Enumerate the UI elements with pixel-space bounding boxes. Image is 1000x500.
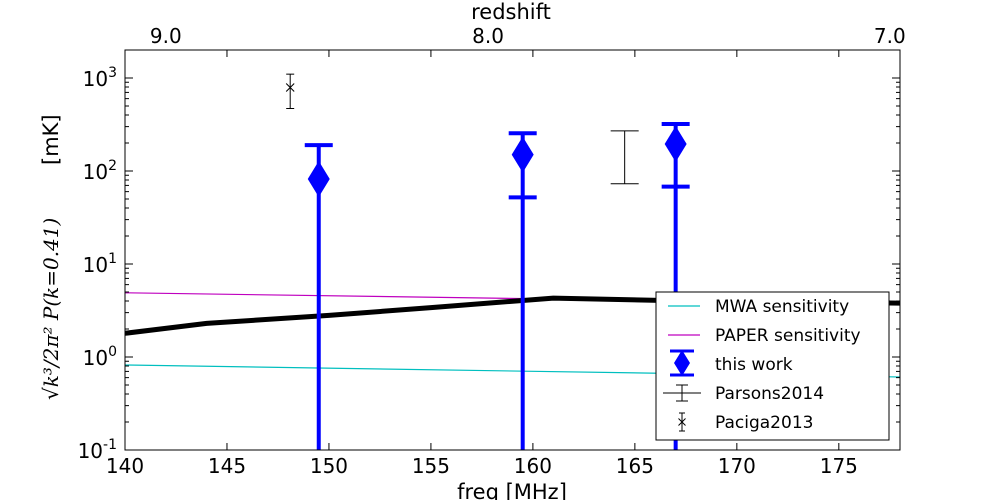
plot-data [125, 73, 900, 450]
y-tick-exponent: -1 [103, 437, 117, 453]
y-axis-label-math: √k³/2π² P(k=0.41) [39, 218, 63, 400]
paciga2013-point [285, 73, 295, 109]
x-tick-label: 150 [310, 454, 348, 478]
top-tick-label: 9.0 [150, 24, 182, 48]
x-tick-label: 160 [514, 454, 552, 478]
x-axis-label: freq [MHz] [457, 480, 567, 500]
this-work-marker [664, 126, 687, 163]
top-axis-label: redshift [471, 0, 551, 24]
y-tick-exponent: 3 [108, 65, 117, 81]
y-tick-label: 102 [83, 158, 117, 184]
x-tick-label: 170 [718, 454, 756, 478]
y-tick-label: 100 [83, 344, 117, 370]
top-tick-label: 8.0 [472, 24, 504, 48]
paciga2013-marker-b [285, 83, 295, 92]
x-tick-label: 165 [616, 454, 654, 478]
x-tick-label: 175 [820, 454, 858, 478]
this-work-point-2 [508, 131, 537, 450]
legend-paciga-label: Paciga2013 [715, 413, 813, 433]
y-tick-exponent: 2 [108, 158, 117, 174]
this-work-marker [511, 136, 534, 173]
y-tick-base: 10 [83, 346, 108, 370]
legend-box [655, 291, 890, 441]
legend-this-work-label: this work [715, 355, 793, 375]
y-tick-label: 101 [83, 251, 117, 277]
legend-parsons-swatch [663, 384, 701, 402]
x-tick-label: 140 [106, 454, 144, 478]
legend-this-work-swatch [670, 349, 694, 377]
legend-paper-label: PAPER sensitivity [715, 326, 861, 346]
y-axis-label-unit: [mK] [39, 114, 63, 165]
x-tick-label: 145 [208, 454, 246, 478]
y-tick-base: 10 [83, 67, 108, 91]
x-tick-label: 155 [412, 454, 450, 478]
y-tick-base: 10 [78, 439, 103, 463]
parsons2014-errorbar [610, 130, 639, 185]
y-tick-exponent: 1 [108, 251, 117, 267]
this-work-point-1 [304, 143, 333, 450]
legend-mwa-label: MWA sensitivity [715, 297, 849, 317]
this-work-marker [307, 161, 330, 198]
plot-frame [124, 49, 901, 451]
y-tick-base: 10 [83, 160, 108, 184]
top-tick-label: 7.0 [874, 24, 906, 48]
y-axis-label: √k³/2π² P(k=0.41) [mK] [39, 114, 63, 400]
legend-paciga-swatch [678, 412, 686, 432]
legend-parsons-label: Parsons2014 [715, 384, 824, 404]
legend: MWA sensitivity PAPER sensitivity this w… [655, 291, 890, 441]
y-tick-base: 10 [83, 253, 108, 277]
y-tick-label: 10-1 [78, 437, 117, 463]
y-tick-label: 103 [83, 65, 117, 91]
y-tick-exponent: 0 [108, 344, 117, 360]
